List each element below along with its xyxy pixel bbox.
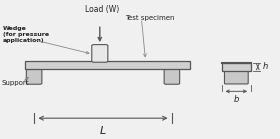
Bar [222,63,251,70]
FancyBboxPatch shape [225,70,248,84]
Text: Wedge
(for pressure
application): Wedge (for pressure application) [3,26,49,43]
Text: L: L [100,126,106,136]
Text: b: b [234,95,239,104]
Bar [25,61,190,69]
Text: Load (W): Load (W) [85,5,120,14]
FancyBboxPatch shape [92,45,108,62]
FancyBboxPatch shape [26,68,42,84]
Text: Test specimen: Test specimen [125,15,174,22]
Text: h: h [263,62,268,71]
Text: Support: Support [2,80,29,86]
FancyBboxPatch shape [164,68,180,84]
